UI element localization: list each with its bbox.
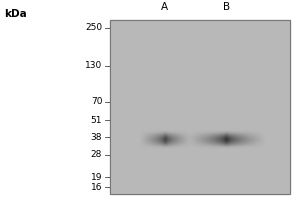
Text: A: A <box>161 2 169 12</box>
Text: 51: 51 <box>91 116 102 125</box>
Text: 19: 19 <box>91 173 102 182</box>
Text: kDa: kDa <box>4 9 26 19</box>
Text: 38: 38 <box>91 133 102 142</box>
Bar <box>110 20 290 194</box>
Text: 70: 70 <box>91 97 102 106</box>
Text: B: B <box>223 2 230 12</box>
Text: 250: 250 <box>85 23 102 32</box>
Text: 16: 16 <box>91 183 102 192</box>
Text: 130: 130 <box>85 61 102 70</box>
Bar <box>110 20 290 194</box>
Text: 28: 28 <box>91 150 102 159</box>
